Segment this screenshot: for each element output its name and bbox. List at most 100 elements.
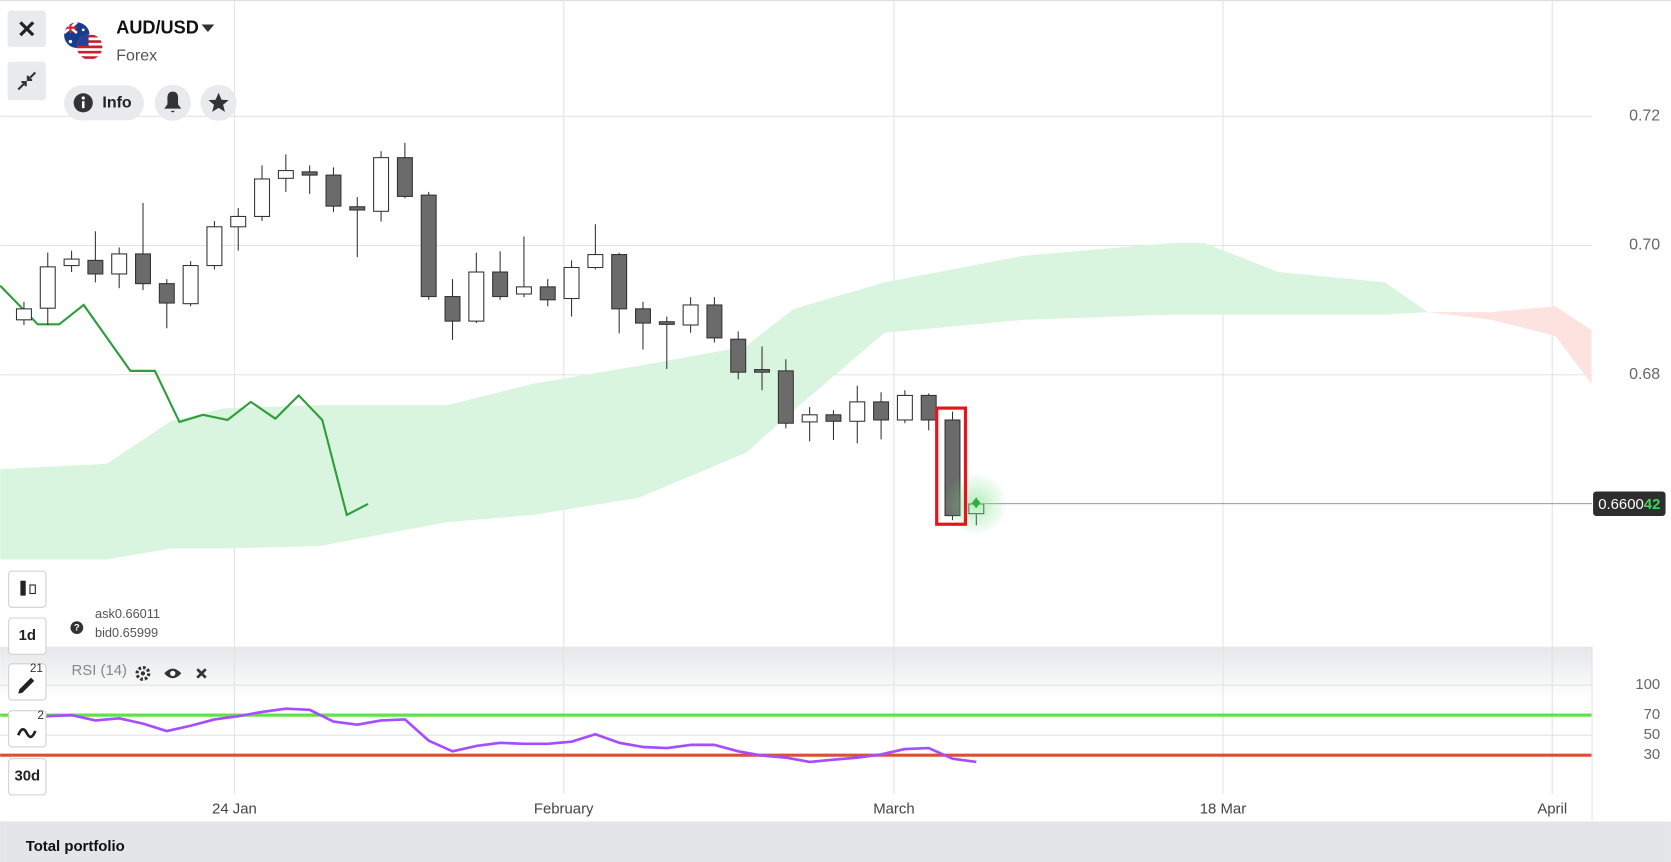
collapse-icon bbox=[17, 71, 37, 91]
flags bbox=[64, 22, 103, 60]
timeframe-button[interactable]: 1d bbox=[8, 617, 47, 655]
candle-body bbox=[777, 370, 794, 424]
x-tick-label: March bbox=[873, 802, 914, 818]
info-button[interactable]: Info bbox=[64, 85, 144, 121]
rsi-panel-header-bg bbox=[0, 646, 1593, 701]
candle-body bbox=[801, 414, 818, 423]
ichimoku-cloud bbox=[0, 242, 1428, 560]
candle-body bbox=[444, 296, 461, 322]
symbol-dropdown[interactable] bbox=[201, 24, 215, 32]
candle-body bbox=[206, 226, 223, 267]
period-label[interactable]: 30d bbox=[14, 769, 40, 785]
indicators-badge: 2 bbox=[37, 709, 44, 722]
y-tick-label: 70 bbox=[1644, 707, 1661, 723]
highlight-box bbox=[935, 406, 968, 526]
candle-body bbox=[230, 215, 247, 228]
star-icon bbox=[208, 92, 229, 112]
info-icon-dot bbox=[81, 96, 85, 100]
candle-body bbox=[920, 394, 937, 421]
market: Forex bbox=[116, 48, 157, 65]
candle-body bbox=[754, 369, 771, 373]
candle-body bbox=[492, 271, 509, 298]
x-tick-label: February bbox=[534, 802, 594, 818]
candle-body bbox=[135, 253, 151, 285]
bell-icon bbox=[164, 91, 182, 113]
candle-body bbox=[682, 304, 699, 326]
last-price-tail: 42 bbox=[1644, 497, 1661, 513]
alert-button[interactable] bbox=[154, 84, 191, 121]
candle-body bbox=[420, 194, 437, 298]
candle-body bbox=[706, 304, 723, 339]
eye-icon-pupil bbox=[170, 670, 176, 677]
bid-value: 0.65999 bbox=[112, 625, 158, 640]
candle-body bbox=[563, 266, 580, 300]
indicators-button-bg[interactable] bbox=[8, 710, 47, 748]
favorite-button[interactable] bbox=[200, 84, 237, 121]
candle-body bbox=[396, 157, 413, 197]
indicator-icon bbox=[17, 728, 37, 739]
chart-type-button[interactable] bbox=[8, 570, 47, 608]
candle-body bbox=[63, 258, 80, 267]
candle-body bbox=[587, 254, 604, 269]
candle-body bbox=[468, 271, 485, 322]
candle-body bbox=[254, 178, 271, 217]
symbol[interactable]: AUD/USD bbox=[116, 18, 199, 38]
candle-body bbox=[15, 308, 32, 321]
rsi-settings[interactable] bbox=[135, 665, 151, 681]
info-icon-stem bbox=[81, 101, 85, 109]
info-label[interactable]: Info bbox=[102, 95, 132, 112]
rsi-visibility[interactable] bbox=[164, 668, 182, 679]
last-price-label: 0.660042 bbox=[1598, 497, 1660, 513]
candle-body bbox=[39, 266, 56, 309]
bid-quote: bid0.65999 bbox=[95, 625, 158, 640]
rsi-line bbox=[23, 707, 977, 764]
candle-body bbox=[849, 401, 866, 422]
candle-body bbox=[539, 286, 556, 301]
help-icon[interactable] bbox=[70, 621, 84, 634]
timeframe-label[interactable]: 1d bbox=[19, 628, 36, 644]
ask-label: ask bbox=[95, 606, 115, 621]
footer-title[interactable]: Total portfolio bbox=[26, 839, 125, 855]
chart-type-button-bg[interactable] bbox=[8, 570, 47, 608]
ask-quote: ask0.66011 bbox=[95, 606, 160, 621]
y-tick-label: 30 bbox=[1644, 747, 1661, 763]
candle-body bbox=[325, 174, 342, 207]
candle-body bbox=[896, 394, 913, 421]
close-button[interactable] bbox=[7, 10, 46, 47]
collapse-button[interactable] bbox=[7, 61, 46, 101]
gear-icon[interactable] bbox=[135, 665, 151, 681]
plot-area: 0.72 0.70 0.68 24 Jan February March 18 Mar Apr… bbox=[0, 0, 1660, 818]
y-tick-label: 100 bbox=[1635, 677, 1660, 693]
last-price-main: 0.6600 bbox=[1598, 497, 1644, 513]
candle-icon bbox=[20, 580, 26, 596]
bid-label: bid bbox=[95, 625, 112, 640]
candle-body bbox=[730, 338, 747, 373]
candle-body bbox=[301, 171, 318, 176]
y-tick-label: 0.72 bbox=[1629, 108, 1660, 125]
help-icon-mark: ? bbox=[74, 623, 80, 634]
candle-body bbox=[373, 157, 390, 212]
indicators-button[interactable]: 2 bbox=[8, 709, 47, 748]
rsi-title: RSI (14) bbox=[72, 663, 128, 679]
timeframe-button-bg[interactable] bbox=[8, 617, 47, 655]
x-tick-label: 18 Mar bbox=[1200, 802, 1246, 818]
candle-body bbox=[873, 401, 890, 421]
candle-body bbox=[277, 170, 294, 179]
x-tick-label: 24 Jan bbox=[212, 802, 257, 818]
y-tick-label: 50 bbox=[1644, 727, 1661, 743]
rsi-remove[interactable] bbox=[196, 668, 207, 679]
y-tick-label: 0.68 bbox=[1629, 366, 1660, 383]
period-button[interactable]: 30d bbox=[8, 758, 47, 796]
drawings-badge: 21 bbox=[30, 662, 43, 675]
drawings-button[interactable]: 21 bbox=[8, 662, 47, 701]
last-price-box bbox=[1593, 491, 1666, 516]
y-tick-label: 0.70 bbox=[1629, 237, 1660, 254]
candle-body bbox=[182, 265, 199, 305]
ask-value: 0.66011 bbox=[115, 606, 160, 621]
gear-icon-center bbox=[140, 671, 146, 676]
candle-body bbox=[611, 254, 628, 310]
footer-bar bbox=[0, 821, 1671, 862]
period-button-bg[interactable] bbox=[8, 758, 47, 796]
